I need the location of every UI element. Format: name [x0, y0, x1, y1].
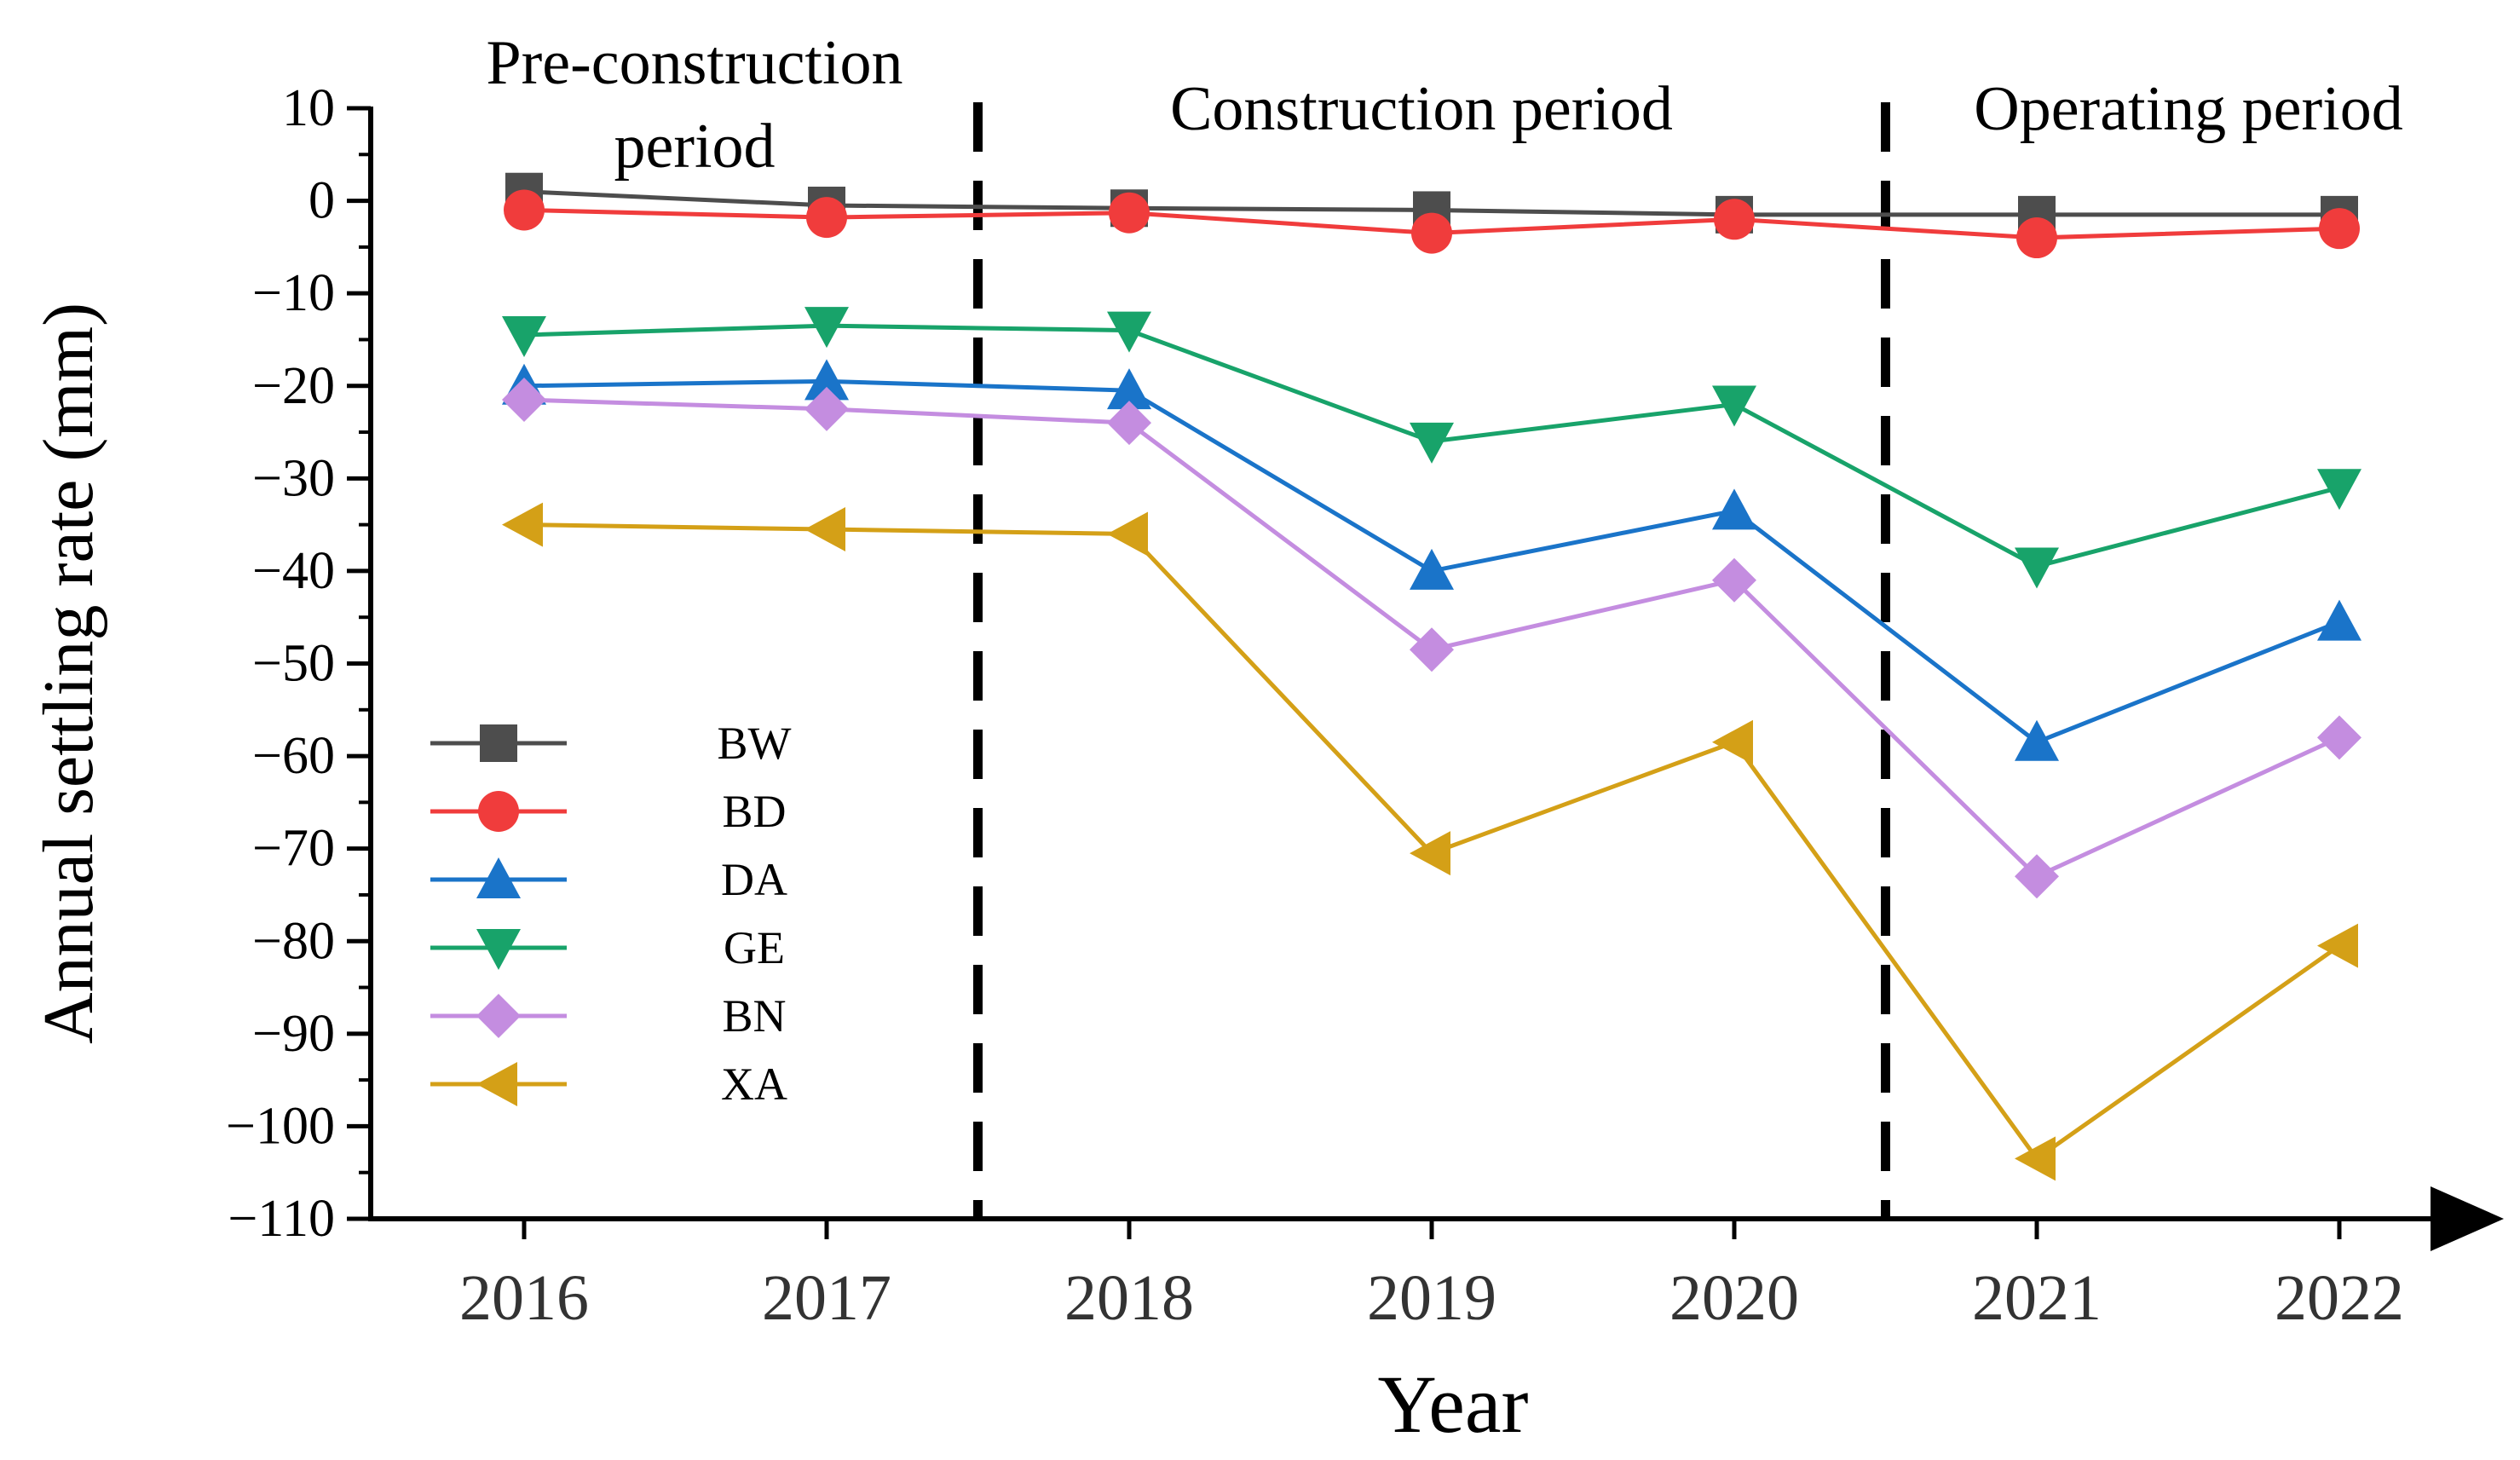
legend-label: DA	[721, 854, 787, 905]
data-point	[804, 307, 849, 349]
data-point	[504, 189, 545, 231]
data-point	[1410, 422, 1454, 464]
data-point	[1712, 719, 1753, 765]
x-axis-arrowhead	[2431, 1186, 2504, 1251]
legend-marker	[476, 857, 521, 898]
y-tick-label: 10	[282, 79, 335, 137]
data-point	[2015, 547, 2059, 589]
legend-label: BW	[718, 718, 792, 769]
legend-item-bd: BD	[430, 786, 787, 837]
data-point	[1712, 557, 1756, 603]
data-point	[2317, 715, 2361, 760]
legend: BW BD DA GE BN XA	[430, 718, 792, 1110]
legend-marker	[478, 791, 519, 832]
data-point	[1109, 192, 1150, 234]
data-point	[1107, 368, 1151, 410]
series-group	[502, 172, 2361, 1181]
data-point	[804, 359, 849, 401]
data-point	[502, 502, 543, 547]
chart-text: 10 0 −10 −20 −30 −40 −50 −60 −70 −80 −90 −100 −110 20…	[29, 28, 2404, 1450]
y-tick-label: 0	[309, 172, 335, 230]
x-tick-label: 2021	[1972, 1262, 2102, 1334]
x-tick-label: 2017	[762, 1262, 891, 1334]
series-ge	[502, 307, 2361, 589]
data-point	[804, 386, 849, 431]
legend-item-ge: GE	[430, 922, 785, 973]
data-point	[2016, 217, 2057, 259]
y-tick-label: −10	[252, 264, 335, 322]
y-tick-label: −110	[228, 1190, 335, 1248]
y-tick-label: −80	[252, 912, 335, 970]
x-tick-label: 2016	[459, 1262, 589, 1334]
data-point	[806, 197, 847, 239]
legend-item-bn: BN	[430, 990, 787, 1042]
y-axis-title: Annual settling rate (mm)	[29, 303, 108, 1044]
y-tick-label: −90	[252, 1005, 335, 1063]
legend-item-xa: XA	[430, 1059, 787, 1110]
data-point	[1712, 385, 1756, 427]
x-tick-label: 2022	[2275, 1262, 2404, 1334]
data-point	[1107, 511, 1148, 557]
legend-marker	[476, 929, 521, 970]
legend-label: BN	[722, 990, 786, 1042]
x-axis-title: Year	[1378, 1359, 1529, 1450]
y-tick-label: −20	[252, 357, 335, 415]
y-tick-label: −50	[252, 635, 335, 693]
axes	[347, 106, 2504, 1251]
data-point	[2317, 469, 2361, 511]
x-tick-label: 2018	[1064, 1262, 1194, 1334]
data-point	[2015, 719, 2059, 761]
legend-label: XA	[721, 1059, 787, 1110]
data-point	[1714, 199, 1755, 240]
y-tick-label: −70	[252, 820, 335, 878]
x-tick-label: 2020	[1669, 1262, 1799, 1334]
data-point	[2317, 923, 2358, 968]
data-point	[1410, 831, 1450, 876]
y-tick-label: −40	[252, 542, 335, 600]
legend-marker	[480, 724, 517, 762]
period-label: Operating period	[1974, 74, 2402, 144]
y-tick-label: −60	[252, 727, 335, 785]
legend-marker	[476, 1062, 517, 1106]
series-bd	[504, 189, 2360, 259]
data-point	[502, 316, 546, 358]
data-point	[1411, 212, 1452, 254]
data-point	[2015, 854, 2059, 899]
series-da	[502, 359, 2361, 761]
series-bn	[502, 378, 2361, 899]
period-dividers	[973, 102, 1890, 1219]
period-label: Construction period	[1170, 74, 1673, 144]
data-point	[1107, 401, 1151, 446]
legend-label: BD	[722, 786, 786, 837]
legend-label: GE	[724, 922, 785, 973]
x-tick-label: 2019	[1367, 1262, 1496, 1334]
data-point	[1712, 488, 1756, 530]
period-label: Pre-construction	[486, 28, 902, 98]
legend-item-bw: BW	[430, 718, 792, 769]
data-point	[2015, 1136, 2056, 1181]
data-point	[1107, 311, 1151, 353]
data-point	[2317, 599, 2361, 641]
data-point	[1410, 548, 1454, 590]
data-point	[804, 507, 845, 552]
data-point	[1410, 627, 1454, 672]
y-tick-label: −30	[252, 449, 335, 507]
data-point	[502, 378, 546, 423]
y-tick-label: −100	[226, 1097, 335, 1155]
data-point	[2319, 208, 2360, 250]
series-xa	[502, 502, 2358, 1181]
period-label: period	[614, 112, 775, 182]
legend-item-da: DA	[430, 854, 787, 905]
legend-marker	[476, 994, 521, 1038]
